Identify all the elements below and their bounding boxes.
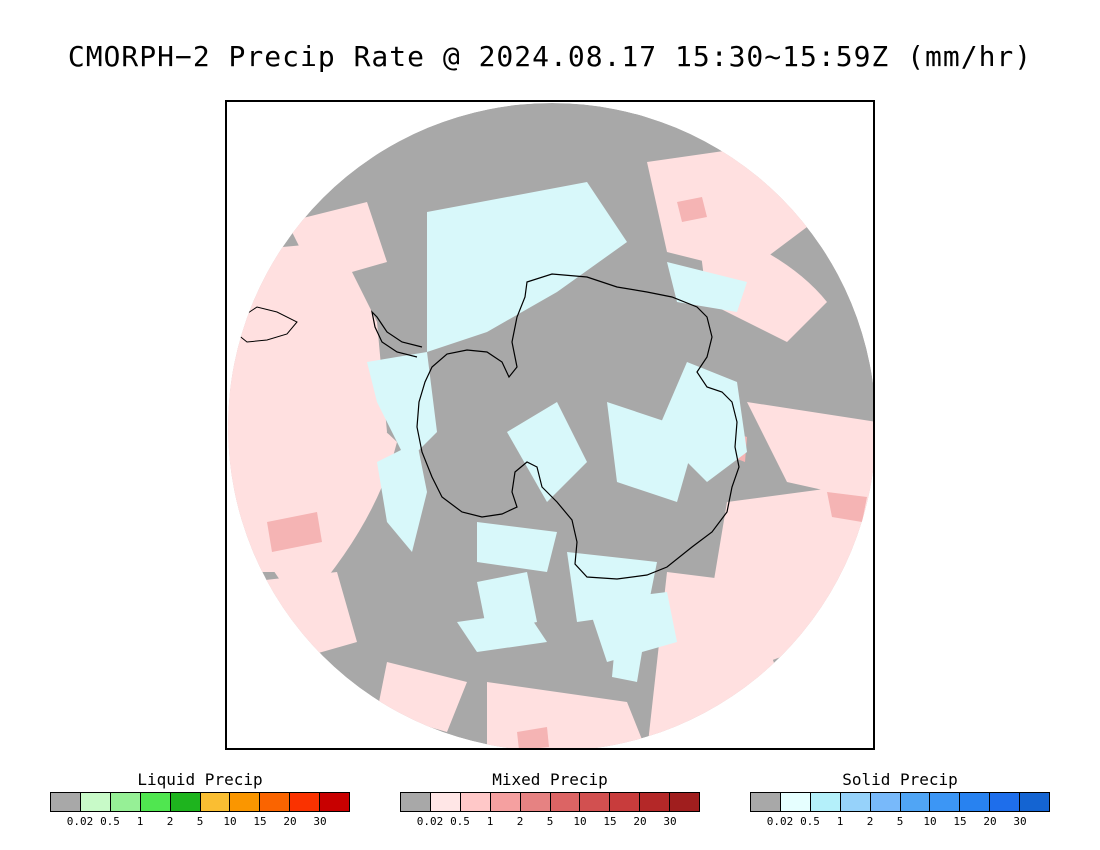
legend-solid: Solid Precip 0.02 0.5 1 2 5 10 15 20 30 <box>750 770 1050 828</box>
color-swatch <box>751 793 781 811</box>
tick-label: 15 <box>603 815 617 828</box>
tick-label: 1 <box>136 815 144 828</box>
tick-label: 10 <box>923 815 937 828</box>
tick-label: 2 <box>516 815 524 828</box>
mixed-precip-heavier <box>267 197 867 748</box>
color-swatch <box>140 793 171 811</box>
color-swatch <box>640 793 671 811</box>
color-swatch <box>550 793 581 811</box>
solid-precip-areas <box>367 182 747 682</box>
color-swatch <box>810 793 841 811</box>
tick-label: 15 <box>253 815 267 828</box>
tick-label: 5 <box>546 815 554 828</box>
color-swatch <box>490 793 521 811</box>
map-frame <box>225 100 875 750</box>
color-swatch <box>320 793 350 811</box>
legend-title: Solid Precip <box>842 770 958 789</box>
color-swatch <box>200 793 231 811</box>
color-swatch <box>670 793 700 811</box>
tick-label: 2 <box>166 815 174 828</box>
precip-map <box>228 103 873 748</box>
color-swatch <box>900 793 931 811</box>
tick-label: 30 <box>1013 815 1027 828</box>
tick-label: 0.02 <box>766 815 794 828</box>
tick-label: 20 <box>283 815 297 828</box>
color-swatch <box>840 793 871 811</box>
legend-liquid: Liquid Precip 0.02 0.5 1 2 5 10 15 20 30 <box>50 770 350 828</box>
antarctic-peninsula <box>371 310 423 358</box>
tick-label: 20 <box>983 815 997 828</box>
color-swatch <box>610 793 641 811</box>
color-swatch <box>170 793 201 811</box>
color-bar <box>750 792 1050 812</box>
tick-label: 30 <box>663 815 677 828</box>
color-swatch <box>780 793 811 811</box>
tick-label: 10 <box>573 815 587 828</box>
tick-label: 30 <box>313 815 327 828</box>
tick-label: 0.5 <box>100 815 120 828</box>
tick-label: 20 <box>633 815 647 828</box>
color-swatch <box>80 793 111 811</box>
color-swatch <box>460 793 491 811</box>
color-swatch <box>260 793 291 811</box>
color-swatch <box>430 793 461 811</box>
color-bar <box>50 792 350 812</box>
color-swatch <box>401 793 431 811</box>
tick-label: 10 <box>223 815 237 828</box>
tick-label: 0.5 <box>800 815 820 828</box>
color-swatch <box>870 793 901 811</box>
antarctica-coastline <box>416 273 740 580</box>
tick-label: 0.5 <box>450 815 470 828</box>
tick-label: 2 <box>866 815 874 828</box>
color-swatch <box>990 793 1021 811</box>
color-swatch <box>290 793 321 811</box>
tick-labels: 0.02 0.5 1 2 5 10 15 20 30 <box>750 812 1050 828</box>
legend-mixed: Mixed Precip 0.02 0.5 1 2 5 10 15 20 30 <box>400 770 700 828</box>
color-swatch <box>580 793 611 811</box>
tick-label: 15 <box>953 815 967 828</box>
tick-label: 1 <box>836 815 844 828</box>
legend-title: Mixed Precip <box>492 770 608 789</box>
tick-labels: 0.02 0.5 1 2 5 10 15 20 30 <box>400 812 700 828</box>
color-swatch <box>1020 793 1050 811</box>
color-swatch <box>110 793 141 811</box>
tick-label: 0.02 <box>416 815 444 828</box>
color-swatch <box>520 793 551 811</box>
map-title: CMORPH−2 Precip Rate @ 2024.08.17 15:30~… <box>67 40 1033 73</box>
color-bar <box>400 792 700 812</box>
color-swatch <box>51 793 81 811</box>
color-swatch <box>230 793 261 811</box>
color-swatch <box>960 793 991 811</box>
tick-label: 5 <box>896 815 904 828</box>
legend-title: Liquid Precip <box>137 770 263 789</box>
tick-labels: 0.02 0.5 1 2 5 10 15 20 30 <box>50 812 350 828</box>
tick-label: 0.02 <box>66 815 94 828</box>
tick-label: 1 <box>486 815 494 828</box>
tick-label: 5 <box>196 815 204 828</box>
color-swatch <box>930 793 961 811</box>
